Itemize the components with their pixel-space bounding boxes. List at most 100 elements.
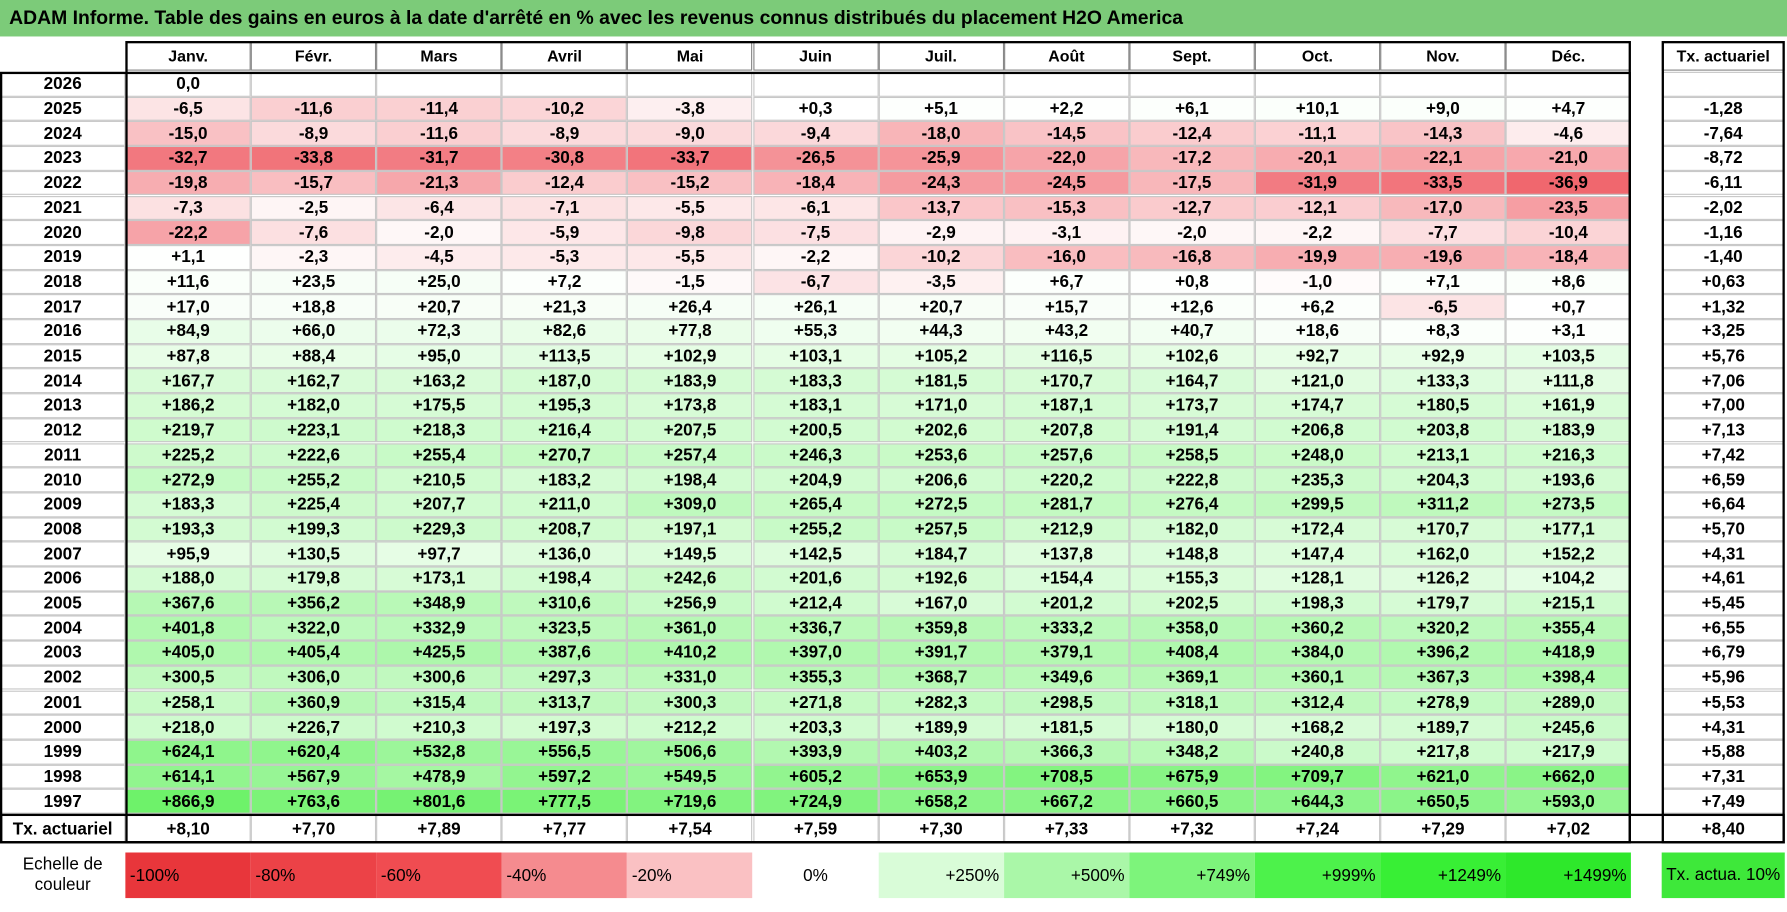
year-cell: 2023 — [0, 145, 126, 171]
value-cell: +25,0 — [376, 269, 502, 295]
value-cell: +130,5 — [250, 541, 377, 567]
value-cell: +186,2 — [125, 393, 251, 419]
value-cell: +155,3 — [1129, 566, 1255, 592]
year-cell: 2009 — [0, 492, 126, 517]
value-cell: +777,5 — [501, 789, 628, 814]
value-cell: -12,4 — [501, 170, 628, 196]
value-cell: +182,0 — [250, 393, 377, 419]
value-cell: -23,5 — [1505, 195, 1632, 221]
value-cell: -8,9 — [250, 121, 377, 146]
value-cell: -18,0 — [878, 121, 1004, 146]
value-cell: -24,5 — [1003, 170, 1130, 196]
value-cell: +10,1 — [1254, 96, 1381, 122]
value-cell: +162,7 — [250, 368, 377, 394]
value-cell: +203,3 — [752, 714, 879, 740]
year-cell: 2001 — [0, 690, 126, 715]
value-cell: -2,0 — [376, 220, 502, 245]
footer-cell: +7,32 — [1129, 813, 1255, 844]
value-cell: +7,2 — [501, 269, 628, 295]
value-cell: -6,5 — [1380, 294, 1506, 320]
legend-item: +749% — [1129, 852, 1255, 899]
value-cell: +323,5 — [501, 615, 628, 641]
value-cell: +368,7 — [878, 665, 1004, 691]
value-cell: +405,0 — [125, 640, 251, 666]
value-cell: +256,9 — [627, 591, 753, 616]
total-cell: -1,28 — [1661, 96, 1785, 122]
value-cell: +212,2 — [627, 714, 753, 740]
value-cell: +408,4 — [1129, 640, 1255, 666]
value-cell: +248,0 — [1254, 442, 1381, 468]
value-cell: +217,9 — [1505, 739, 1632, 765]
value-cell: +8,3 — [1380, 319, 1506, 344]
value-cell: -5,5 — [627, 244, 753, 270]
value-cell: +418,9 — [1505, 640, 1632, 666]
value-cell: +369,1 — [1129, 665, 1255, 691]
value-cell: +662,0 — [1505, 764, 1632, 789]
value-cell: +660,5 — [1129, 789, 1255, 814]
value-cell: +298,5 — [1003, 690, 1130, 715]
value-cell: +355,4 — [1505, 615, 1632, 641]
value-cell: +719,6 — [627, 789, 753, 814]
value-cell: +278,9 — [1380, 690, 1506, 715]
value-cell: +152,2 — [1505, 541, 1632, 567]
value-cell: -6,4 — [376, 195, 502, 221]
value-cell: -16,0 — [1003, 244, 1130, 270]
value-cell: +708,5 — [1003, 764, 1130, 789]
value-cell: +366,3 — [1003, 739, 1130, 765]
value-cell: +149,5 — [627, 541, 753, 567]
value-cell: +361,0 — [627, 615, 753, 641]
value-cell: +55,3 — [752, 319, 879, 344]
value-cell: -1,5 — [627, 269, 753, 295]
total-cell: +7,00 — [1661, 393, 1785, 419]
year-cell: 2007 — [0, 541, 126, 567]
total-cell: +5,45 — [1661, 591, 1785, 616]
year-cell: 2022 — [0, 170, 126, 196]
value-cell: +170,7 — [1380, 516, 1506, 542]
value-cell: +179,8 — [250, 566, 377, 592]
footer-cell: +7,54 — [627, 813, 753, 844]
value-cell: +180,0 — [1129, 714, 1255, 740]
value-cell: +478,9 — [376, 764, 502, 789]
value-cell: +258,1 — [125, 690, 251, 715]
value-cell: +213,1 — [1380, 442, 1506, 468]
value-cell: +147,4 — [1254, 541, 1381, 567]
value-cell: +355,3 — [752, 665, 879, 691]
value-cell: +20,7 — [376, 294, 502, 320]
year-cell: 2018 — [0, 269, 126, 295]
footer-cell: +7,77 — [501, 813, 628, 844]
year-cell: 2020 — [0, 220, 126, 245]
value-cell: +195,3 — [501, 393, 628, 419]
value-cell: +23,5 — [250, 269, 377, 295]
year-cell: 2017 — [0, 294, 126, 320]
value-cell: +6,1 — [1129, 96, 1255, 122]
value-cell: -15,3 — [1003, 195, 1130, 221]
year-cell: 2008 — [0, 516, 126, 542]
value-cell: +171,0 — [878, 393, 1004, 419]
value-cell: -9,4 — [752, 121, 879, 146]
value-cell: +193,6 — [1505, 467, 1632, 493]
value-cell: +258,5 — [1129, 442, 1255, 468]
total-cell: +5,53 — [1661, 690, 1785, 715]
value-cell: +265,4 — [752, 492, 879, 517]
value-cell: +257,6 — [1003, 442, 1130, 468]
value-cell: +184,7 — [878, 541, 1004, 567]
year-cell: 2016 — [0, 319, 126, 344]
legend-item: 0% — [752, 852, 879, 899]
value-cell: +11,6 — [125, 269, 251, 295]
value-cell: +0,3 — [752, 96, 879, 122]
value-cell — [1003, 71, 1130, 97]
footer-cell: +8,10 — [125, 813, 251, 844]
value-cell: +173,7 — [1129, 393, 1255, 419]
footer-label: Tx. actuariel — [0, 813, 126, 844]
footer-cell: +7,02 — [1505, 813, 1632, 844]
value-cell: +201,6 — [752, 566, 879, 592]
value-cell: +187,1 — [1003, 393, 1130, 419]
value-cell: +200,5 — [752, 418, 879, 443]
value-cell: +207,7 — [376, 492, 502, 517]
value-cell: +506,6 — [627, 739, 753, 765]
footer-cell: +7,89 — [376, 813, 502, 844]
value-cell: +142,5 — [752, 541, 879, 567]
value-cell: +866,9 — [125, 789, 251, 814]
value-cell: +43,2 — [1003, 319, 1130, 344]
column-header: Févr. — [250, 41, 377, 71]
